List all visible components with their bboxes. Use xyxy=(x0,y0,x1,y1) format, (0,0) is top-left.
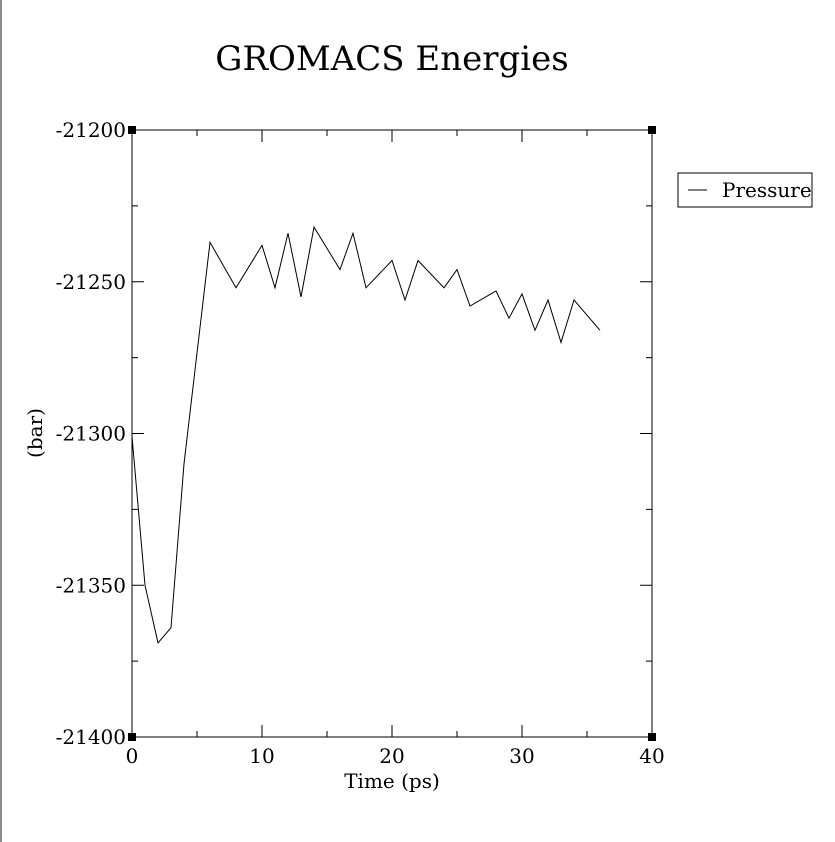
x-axis-label: Time (ps) xyxy=(344,769,440,793)
axis-ticks xyxy=(131,129,653,738)
y-tick-label: -21350 xyxy=(56,573,126,597)
x-tick-label: 0 xyxy=(126,744,139,768)
x-tick-label: 20 xyxy=(379,744,404,768)
corner-handle xyxy=(648,126,656,134)
pressure-series-line xyxy=(131,225,601,644)
y-tick-label: -21300 xyxy=(56,422,126,446)
y-tick-label: -21250 xyxy=(56,270,126,294)
y-axis-label: (bar) xyxy=(23,408,47,458)
y-tick-label: -21400 xyxy=(56,725,126,749)
corner-handle xyxy=(648,733,656,741)
x-tick-label: 10 xyxy=(249,744,274,768)
axis-tick-labels: 0 10 20 30 40 -21400 -21350 -21300 -21250 -21200 xyxy=(56,118,665,768)
chart-title: GROMACS Energies xyxy=(215,39,568,79)
legend: Pressure xyxy=(677,172,813,208)
frame-corner-handles xyxy=(128,126,656,741)
plot-frame xyxy=(131,129,653,738)
x-tick-label: 30 xyxy=(509,744,534,768)
corner-handle xyxy=(128,733,136,741)
y-tick-label: -21200 xyxy=(56,118,126,142)
legend-label-pressure: Pressure xyxy=(722,178,812,202)
x-tick-label: 40 xyxy=(639,744,664,768)
window-left-border xyxy=(0,0,2,842)
corner-handle xyxy=(128,126,136,134)
